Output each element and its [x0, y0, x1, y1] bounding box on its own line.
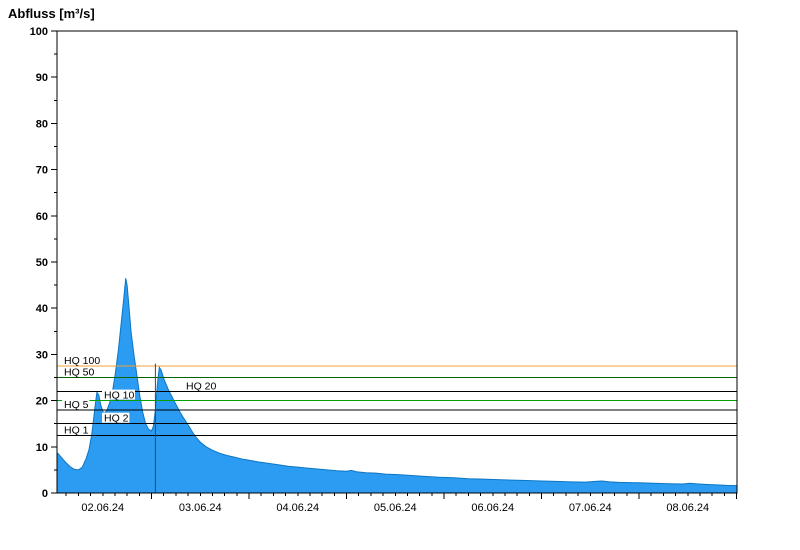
x-axis-tick-label: 05.06.24: [374, 502, 417, 514]
hq-label: HQ 100: [64, 355, 100, 367]
hq-label: HQ 20: [186, 380, 217, 392]
x-axis-tick-label: 08.06.24: [666, 502, 709, 514]
y-axis-ticks: [51, 30, 57, 494]
hq-label-background: [62, 354, 101, 365]
y-axis-tick-label: 0: [42, 488, 48, 500]
plot-border: [56, 30, 738, 494]
x-axis-tick-label: 06.06.24: [471, 502, 514, 514]
x-axis-tick-label: 03.06.24: [179, 502, 222, 514]
x-axis-ticks: [65, 493, 737, 499]
y-axis-tick-label: 50: [36, 257, 48, 269]
hq-label-background: [102, 412, 130, 423]
hq-label-background: [102, 389, 135, 400]
y-axis-tick-label: 40: [36, 303, 48, 315]
hq-label: HQ 50: [64, 367, 95, 379]
x-axis-tick-label: 04.06.24: [276, 502, 319, 514]
hq-label: HQ 5: [64, 399, 89, 411]
hq-label-background: [62, 398, 90, 409]
y-axis-tick-label: 70: [36, 165, 48, 177]
x-axis-tick-label: 02.06.24: [81, 502, 124, 514]
hq-label: HQ 10: [104, 390, 135, 402]
y-axis-tick-label: 80: [36, 118, 48, 130]
chart-title: Abfluss [m³/s]: [8, 6, 95, 21]
hq-label: HQ 1: [64, 424, 89, 436]
hq-label-background: [62, 424, 90, 435]
hq-reference-lines: [57, 365, 737, 436]
x-axis-tick-label: 07.06.24: [569, 502, 612, 514]
y-axis-tick-label: 30: [36, 349, 48, 361]
hydrograph-area: [57, 278, 737, 493]
y-axis-tick-label: 90: [36, 72, 48, 84]
y-axis-tick-label: 20: [36, 396, 48, 408]
hq-label-background: [62, 366, 95, 377]
hq-label: HQ 2: [104, 413, 129, 425]
y-axis-labels: 0 10 20 30 40 50 60 70 80 90 100: [30, 26, 48, 500]
y-axis-tick-label: 100: [30, 26, 48, 38]
y-axis-tick-label: 10: [36, 442, 48, 454]
x-axis-labels: 02.06.24 03.06.24 04.06.24 05.06.24 06.06.24…: [81, 502, 709, 514]
hq-label-background: [184, 380, 217, 391]
hydrograph-line: [57, 278, 737, 487]
hydrograph-series: [57, 278, 737, 493]
y-axis-tick-label: 60: [36, 211, 48, 223]
